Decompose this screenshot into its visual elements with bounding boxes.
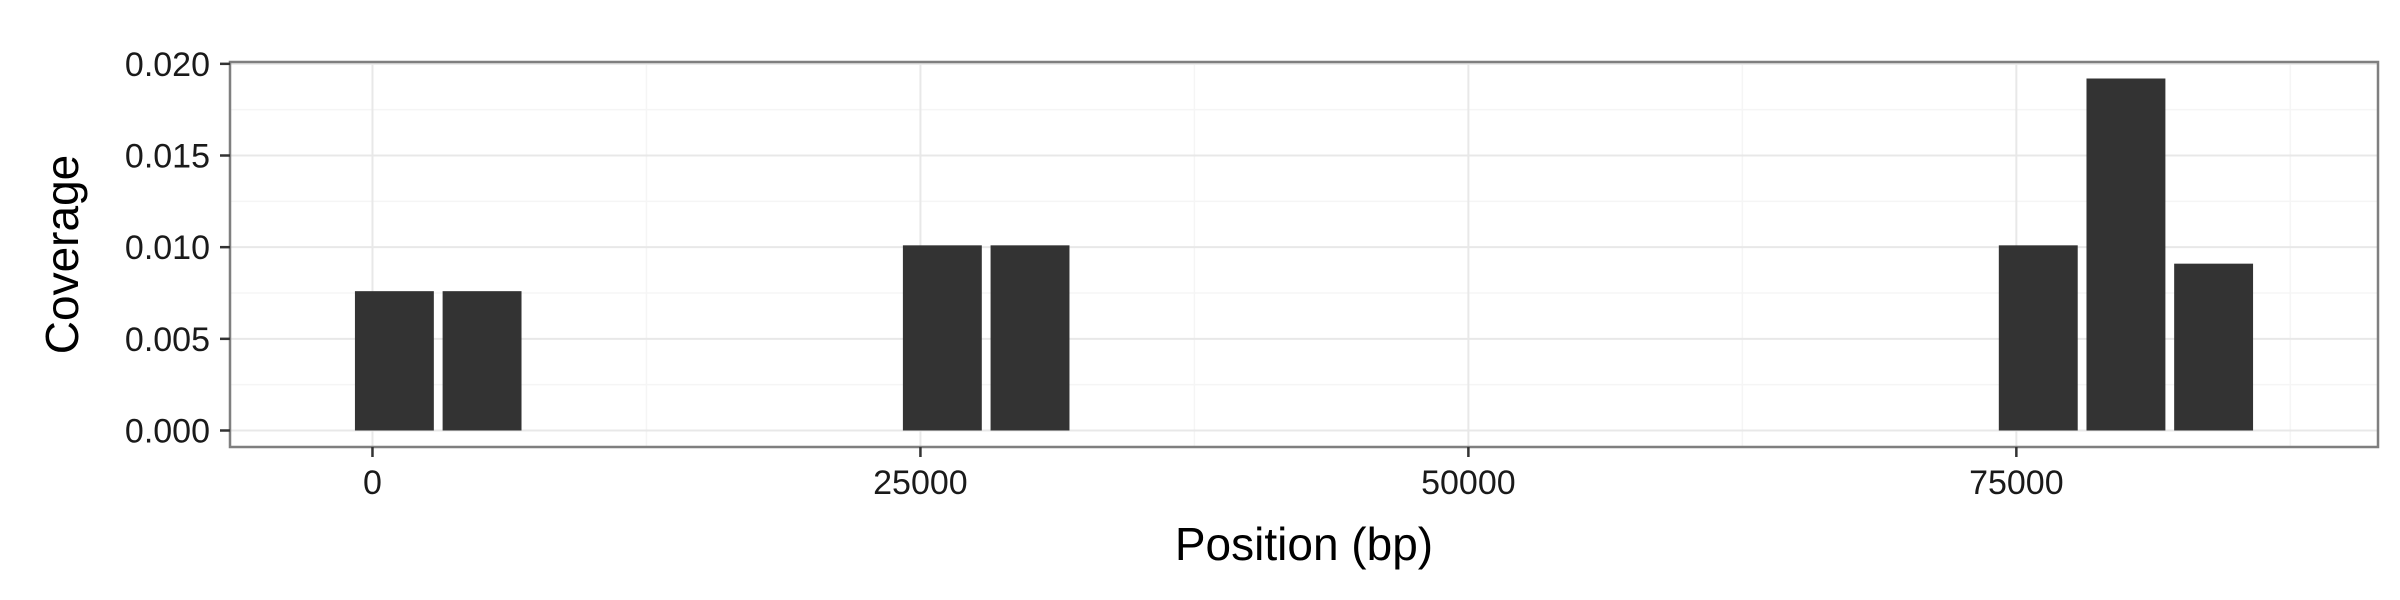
bar (442, 291, 522, 431)
bar (2174, 263, 2254, 431)
y-tick-label: 0.000 (125, 413, 210, 451)
bar (1998, 245, 2078, 431)
plot-panel-border (228, 60, 2380, 449)
bar (990, 245, 1070, 431)
bar (2086, 78, 2166, 431)
x-axis-title: Position (bp) (1175, 518, 1433, 570)
y-tick-label: 0.010 (125, 229, 210, 267)
y-tick-label: 0.005 (125, 321, 210, 359)
bar (354, 291, 434, 431)
bar (902, 245, 982, 431)
bars (354, 78, 2254, 431)
x-tick-label: 0 (363, 464, 382, 502)
x-axis: 0 25000 50000 75000 (363, 447, 2064, 502)
x-tick-label: 25000 (873, 464, 968, 502)
y-tick-label: 0.020 (125, 46, 210, 84)
x-tick-label: 75000 (1969, 464, 2064, 502)
y-axis: 0.000 0.005 0.010 0.015 0.020 (125, 46, 230, 451)
x-tick-label: 50000 (1421, 464, 1516, 502)
y-axis-title: Coverage (36, 155, 88, 354)
y-tick-label: 0.015 (125, 138, 210, 176)
